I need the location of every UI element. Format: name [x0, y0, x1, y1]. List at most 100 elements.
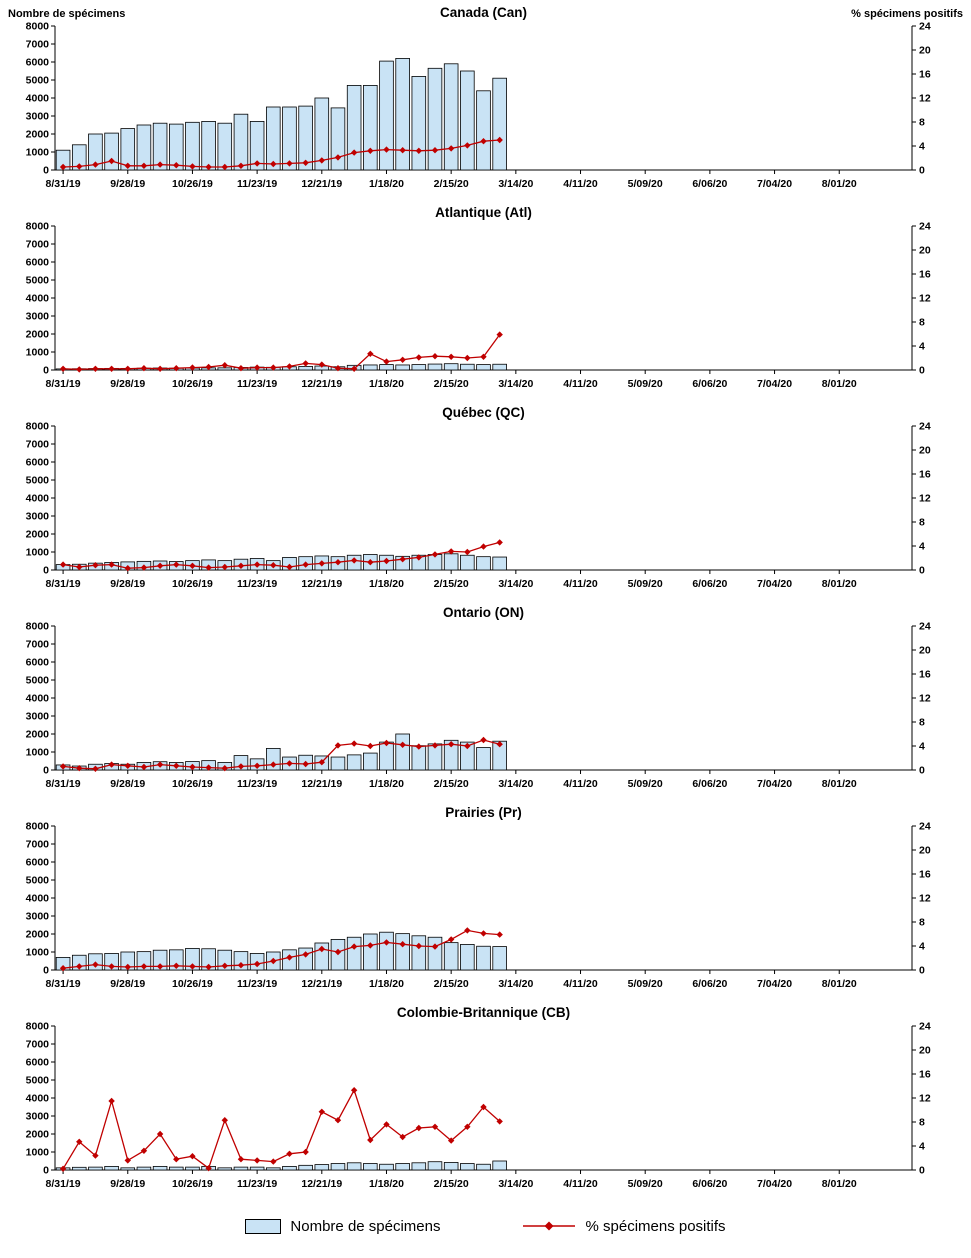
svg-text:4: 4 [919, 941, 925, 953]
svg-text:5/09/20: 5/09/20 [628, 378, 663, 390]
svg-text:0: 0 [43, 1165, 49, 1177]
svg-text:9/28/19: 9/28/19 [110, 778, 145, 790]
svg-text:5/09/20: 5/09/20 [628, 978, 663, 990]
axis-labels: 0 1000 2000 3000 4000 5000 6000 7000 8000 0 4 8 12 16… [26, 1021, 931, 1191]
svg-text:2000: 2000 [26, 1129, 50, 1141]
positivity-line [62, 1088, 501, 1170]
axis-labels: 0 1000 2000 3000 4000 5000 6000 7000 8000 0 4 8 12 16… [26, 21, 931, 191]
svg-text:1000: 1000 [26, 947, 50, 959]
svg-text:4: 4 [919, 1141, 925, 1153]
chart-title: Prairies (Pr) [445, 805, 522, 820]
chart-quebec: Québec (QC) 0 1000 2000 3000 4000 5000 6000 7000… [26, 405, 931, 590]
svg-text:0: 0 [43, 765, 49, 777]
svg-text:8: 8 [919, 517, 925, 529]
svg-text:1/18/20: 1/18/20 [369, 178, 404, 190]
legend-label-positivity: % spécimens positifs [585, 1217, 726, 1235]
svg-text:11/23/19: 11/23/19 [237, 378, 277, 390]
svg-text:20: 20 [919, 245, 931, 257]
svg-text:12/21/19: 12/21/19 [301, 1178, 342, 1190]
svg-text:4/11/20: 4/11/20 [563, 378, 598, 390]
legend-item-positivity: % spécimens positifs [521, 1218, 726, 1235]
svg-text:11/23/19: 11/23/19 [237, 578, 277, 590]
svg-text:0: 0 [919, 165, 925, 177]
svg-text:5000: 5000 [26, 1075, 50, 1087]
svg-text:16: 16 [919, 269, 931, 281]
svg-text:10/26/19: 10/26/19 [172, 178, 213, 190]
svg-text:6/06/20: 6/06/20 [692, 378, 727, 390]
legend-item-specimens: Nombre de spécimens [245, 1218, 441, 1235]
svg-text:8: 8 [919, 117, 925, 129]
svg-text:8/01/20: 8/01/20 [822, 1178, 857, 1190]
svg-text:6/06/20: 6/06/20 [692, 1178, 727, 1190]
svg-text:8/31/19: 8/31/19 [46, 1178, 81, 1190]
axis-labels: 0 1000 2000 3000 4000 5000 6000 7000 8000 0 4 8 12 16… [26, 621, 931, 791]
svg-text:12/21/19: 12/21/19 [301, 578, 342, 590]
positivity-line [62, 541, 500, 569]
svg-text:1/18/20: 1/18/20 [369, 378, 404, 390]
svg-text:11/23/19: 11/23/19 [237, 778, 277, 790]
svg-text:4/11/20: 4/11/20 [563, 178, 598, 190]
svg-text:24: 24 [919, 621, 931, 633]
chart-panel-ontario: Ontario (ON) 0 1000 2000 3000 4000 5000 6000 700… [0, 600, 971, 800]
svg-text:24: 24 [919, 221, 931, 233]
svg-text:6000: 6000 [26, 257, 50, 269]
svg-text:4000: 4000 [26, 1093, 50, 1105]
svg-text:24: 24 [919, 21, 931, 33]
svg-text:7/04/20: 7/04/20 [757, 778, 792, 790]
svg-text:4000: 4000 [26, 93, 50, 105]
svg-text:8000: 8000 [26, 1021, 50, 1033]
svg-text:10/26/19: 10/26/19 [172, 978, 213, 990]
svg-text:1000: 1000 [26, 747, 50, 759]
svg-text:7/04/20: 7/04/20 [757, 578, 792, 590]
svg-text:5000: 5000 [26, 475, 50, 487]
svg-text:8/31/19: 8/31/19 [46, 578, 81, 590]
left-axis-title: Nombre de spécimens [8, 8, 125, 20]
svg-text:11/23/19: 11/23/19 [237, 978, 277, 990]
line-swatch-icon [522, 1221, 575, 1231]
svg-text:3000: 3000 [26, 111, 50, 123]
svg-text:8/01/20: 8/01/20 [822, 978, 857, 990]
svg-text:3/14/20: 3/14/20 [498, 978, 533, 990]
svg-text:7000: 7000 [26, 439, 50, 451]
svg-text:12/21/19: 12/21/19 [301, 778, 342, 790]
svg-text:3000: 3000 [26, 311, 50, 323]
bar-swatch-icon [245, 1218, 282, 1234]
positivity-markers [59, 331, 503, 373]
chart-title: Ontario (ON) [443, 605, 524, 620]
svg-text:1/18/20: 1/18/20 [369, 778, 404, 790]
svg-text:16: 16 [919, 469, 931, 481]
svg-text:24: 24 [919, 421, 931, 433]
svg-text:8/01/20: 8/01/20 [822, 178, 857, 190]
svg-text:0: 0 [43, 965, 49, 977]
svg-text:24: 24 [919, 821, 931, 833]
svg-text:16: 16 [919, 1069, 931, 1081]
svg-text:0: 0 [43, 365, 49, 377]
svg-text:9/28/19: 9/28/19 [110, 978, 145, 990]
svg-text:1000: 1000 [26, 347, 50, 359]
svg-text:6000: 6000 [26, 1057, 50, 1069]
svg-text:4: 4 [919, 141, 925, 153]
svg-text:1/18/20: 1/18/20 [369, 578, 404, 590]
chart-ontario: Ontario (ON) 0 1000 2000 3000 4000 5000 6000 700… [26, 605, 931, 791]
svg-text:5000: 5000 [26, 675, 50, 687]
svg-text:3000: 3000 [26, 511, 50, 523]
svg-text:2/15/20: 2/15/20 [434, 1178, 469, 1190]
svg-text:7/04/20: 7/04/20 [757, 178, 792, 190]
svg-text:5/09/20: 5/09/20 [628, 1178, 663, 1190]
svg-text:6000: 6000 [26, 457, 50, 469]
svg-text:10/26/19: 10/26/19 [172, 378, 213, 390]
svg-text:12: 12 [919, 893, 931, 905]
svg-text:4000: 4000 [26, 293, 50, 305]
chart-legend: Nombre de spécimens % spécimens positifs [0, 1200, 971, 1252]
svg-text:4/11/20: 4/11/20 [563, 978, 598, 990]
svg-text:12/21/19: 12/21/19 [301, 978, 342, 990]
svg-text:3/14/20: 3/14/20 [498, 578, 533, 590]
svg-text:8/31/19: 8/31/19 [46, 378, 81, 390]
svg-text:1000: 1000 [26, 1147, 50, 1159]
svg-text:8000: 8000 [26, 421, 50, 433]
svg-text:10/26/19: 10/26/19 [172, 1178, 213, 1190]
positivity-line [63, 334, 501, 371]
svg-text:4: 4 [919, 541, 925, 553]
svg-text:1/18/20: 1/18/20 [369, 1178, 404, 1190]
svg-text:20: 20 [919, 45, 931, 57]
